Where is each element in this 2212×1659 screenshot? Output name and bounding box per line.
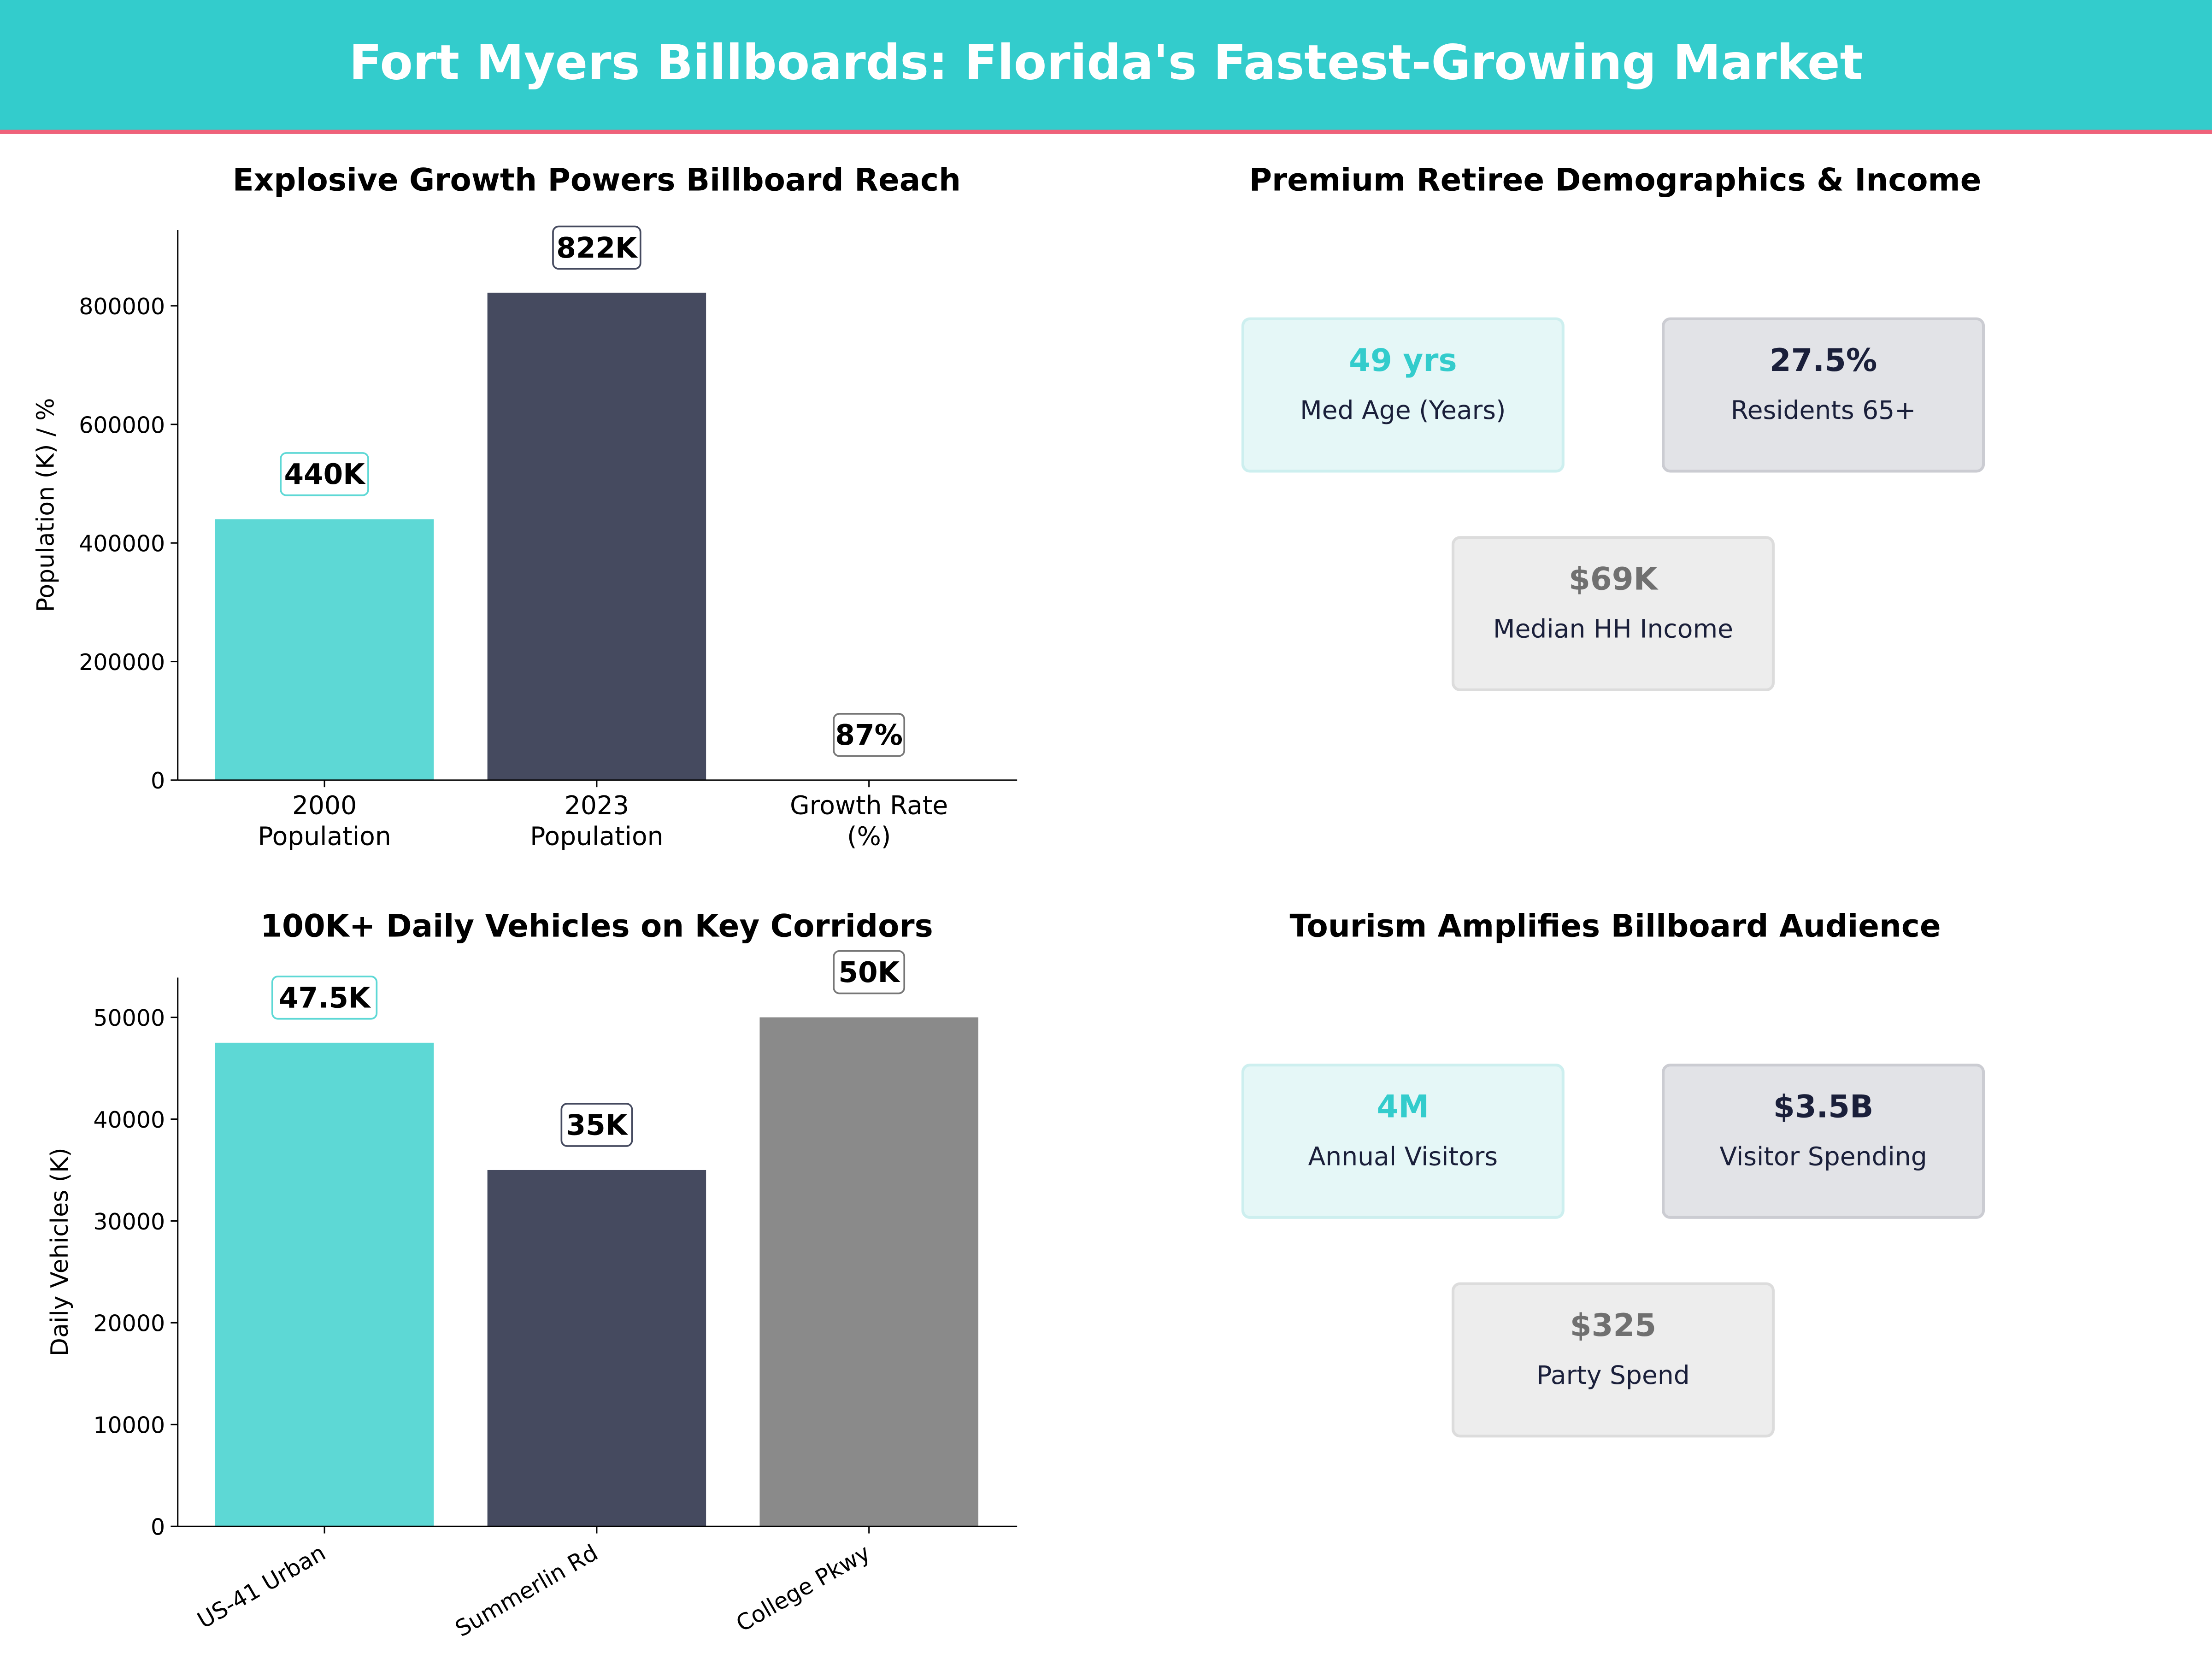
y-tick-label: 20000 [93,1311,165,1337]
card-value: 49 yrs [1349,344,1457,380]
y-tick-label: 40000 [93,1107,165,1133]
demographics-title: Premium Retiree Demographics & Income [1249,164,1982,199]
data-label-box [280,452,369,496]
data-label-box [552,225,641,270]
chart-0: 440K2000Population822K2023Population87%G… [32,225,1018,851]
card-label: Med Age (Years) [1300,396,1506,426]
x-tick-label: Summerlin Rd [451,1540,602,1642]
card-value: 4M [1377,1090,1430,1126]
data-label-box [560,1103,633,1147]
x-tick-label: College Pkwy [732,1540,875,1637]
data-label: 47.5K [279,982,371,1014]
page-title: Fort Myers Billboards: Florida's Fastest… [349,35,1863,92]
y-tick-label: 0 [151,1514,165,1541]
bar [215,519,434,780]
y-tick-label: 400000 [79,531,165,557]
card-label: Annual Visitors [1308,1142,1498,1172]
y-tick-label: 0 [151,768,165,794]
data-label-box [833,713,906,757]
traffic-chart-title: 100K+ Daily Vehicles on Key Corridors [260,910,933,946]
y-axis-label: Population (K) / % [32,398,59,612]
chart-1: 47.5K US-41 Urban 35K Summerlin Rd 50K Colleg… [46,950,1018,1642]
card-value: $3.5B [1773,1090,1874,1126]
x-tick-label: Population [530,822,663,851]
y-tick-label: 200000 [79,649,165,676]
y-axis-label: Daily Vehicles (K) [46,1147,74,1356]
y-tick-label: 600000 [79,412,165,438]
median-income-card: $69K Median HH Income [1451,536,1775,691]
visitor-spending-card: $3.5B Visitor Spending [1662,1064,1985,1219]
bar [487,1170,706,1527]
bar [215,1042,434,1527]
y-tick-label: 800000 [79,294,165,320]
data-label: 35K [566,1109,629,1141]
y-tick-label: 10000 [93,1412,165,1439]
annual-visitors-card: 4M Annual Visitors [1241,1064,1565,1219]
card-label: Median HH Income [1493,615,1734,645]
median-age-card: 49 yrs Med Age (Years) [1241,317,1565,473]
data-label: 50K [838,956,900,989]
x-tick-label: Growth Rate [790,790,948,820]
card-value: 27.5% [1769,344,1877,380]
population-chart-title: Explosive Growth Powers Billboard Reach [232,164,961,199]
card-value: $69K [1569,563,1658,598]
data-label: 440K [284,458,366,491]
data-label-box [833,950,906,994]
data-label: 822K [556,232,638,265]
card-label: Visitor Spending [1719,1142,1927,1172]
x-tick-label: Population [258,822,391,851]
card-label: Party Spend [1536,1361,1690,1391]
data-label-box [271,976,378,1020]
card-value: $325 [1570,1309,1657,1345]
y-tick-label: 50000 [93,1005,165,1031]
residents-65-card: 27.5% Residents 65+ [1662,317,1985,473]
bar [487,293,706,780]
data-label: 87% [835,719,903,752]
x-tick-label: 2023 [565,790,629,820]
header-banner: Fort Myers Billboards: Florida's Fastest… [0,0,2212,134]
y-tick-label: 30000 [93,1209,165,1235]
party-spend-card: $325 Party Spend [1451,1282,1775,1438]
x-tick-label: 2000 [292,790,357,820]
x-tick-label: US-41 Urban [193,1540,330,1634]
x-tick-label: (%) [847,822,891,851]
bar [759,1017,978,1527]
tourism-title: Tourism Amplifies Billboard Audience [1289,910,1941,946]
card-label: Residents 65+ [1730,396,1916,426]
